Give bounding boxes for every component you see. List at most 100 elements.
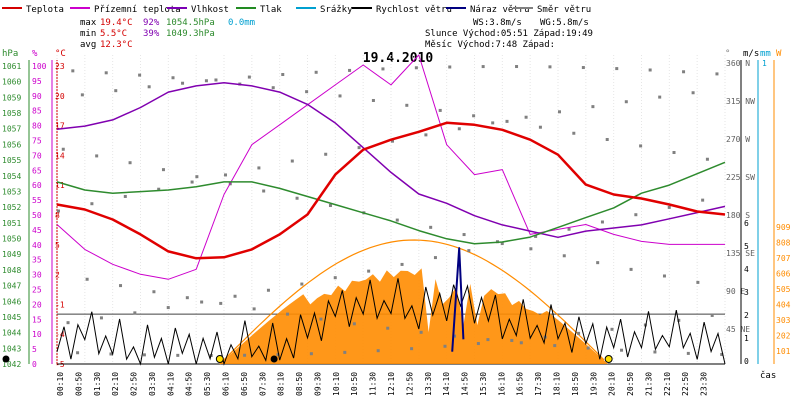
wind-direction-point: [476, 342, 480, 346]
sun-times: Slunce Východ:05:51 Západ:19:49: [425, 29, 593, 39]
wind-direction-point: [634, 213, 638, 217]
wind-direction-point: [615, 67, 619, 71]
wind-direction-point: [605, 137, 609, 141]
axis-tick-label: 35: [32, 256, 42, 265]
x-tick-label: 01:30: [93, 372, 102, 396]
legend-label: Tlak: [260, 5, 282, 15]
wind-direction-point: [481, 65, 485, 69]
min-temp: 5.5°C: [100, 29, 127, 39]
wind-direction-point: [224, 173, 227, 177]
x-tick-label: 00:50: [74, 372, 83, 396]
axis-tick-label: 0: [744, 357, 749, 366]
wind-direction-point: [414, 66, 418, 70]
pressure-line: [56, 161, 726, 245]
x-tick-label: 12:50: [405, 372, 414, 396]
axis-tick-label: 404: [776, 301, 791, 310]
axes: hPa1061106010591058105710561055105410531…: [2, 49, 791, 369]
wind-direction-point: [710, 313, 714, 317]
axis-tick-label: 270 W: [726, 135, 750, 144]
wind-direction-point: [247, 75, 251, 79]
axis-title: %: [32, 49, 38, 59]
wind-direction-point: [720, 352, 724, 356]
axis-tick-label: 45 NE: [726, 325, 750, 334]
avg-label: avg: [80, 40, 96, 50]
x-tick-label: 23:30: [700, 372, 709, 396]
axis-tick-label: 1048: [2, 266, 21, 275]
wind-direction-point: [185, 296, 189, 300]
x-tick-label: 14:10: [442, 372, 451, 396]
wind-direction-point: [457, 127, 461, 131]
wind-direction-point: [424, 133, 428, 137]
x-tick-label: 02:50: [130, 372, 139, 396]
x-tick-label: 10:50: [350, 372, 359, 396]
wind-direction-point: [166, 306, 170, 310]
wind-direction-point: [381, 67, 385, 71]
axis-tick-label: 1053: [2, 187, 21, 196]
x-tick-label: 00:10: [56, 372, 65, 396]
axis-title: °C: [55, 49, 66, 59]
moon-marker: [2, 355, 10, 363]
axis-tick-label: 50: [32, 211, 42, 220]
wind-direction-point: [95, 154, 99, 158]
ground-temp-line: [56, 54, 725, 280]
wind-direction-point: [672, 151, 676, 155]
rain-total: 0.0mm: [228, 18, 255, 28]
x-tick-label: 02:10: [111, 372, 120, 396]
axis-tick-label: 6: [744, 219, 749, 228]
wind-direction-point: [586, 346, 590, 350]
wind-direction-point: [338, 94, 342, 98]
wind-direction-point: [453, 334, 457, 338]
axis-tick-label: 25: [32, 286, 42, 295]
chart-title: 19.4.2010: [363, 51, 434, 66]
wind-direction-point: [486, 338, 490, 342]
wind-direction-point: [243, 353, 247, 357]
axis-tick-label: 45: [32, 226, 42, 235]
wind-direction-point: [66, 321, 70, 325]
wind-direction-point: [467, 249, 471, 253]
wind-direction-point: [343, 350, 347, 354]
axis-tick-label: 0: [32, 360, 37, 369]
wind-direction-point: [305, 90, 309, 94]
wind-direction-point: [71, 69, 75, 73]
x-tick-label: 06:10: [222, 372, 231, 396]
wind-direction-point: [558, 110, 561, 114]
ws-value: WS:3.8m/s: [473, 18, 522, 28]
wind-direction-point: [572, 131, 576, 135]
axis-tick-label: 101: [776, 347, 791, 356]
axis-tick-label: 1: [744, 334, 749, 343]
wind-direction-point: [328, 204, 332, 208]
wind-direction-point: [262, 189, 266, 193]
x-tick-label: 08:50: [295, 372, 304, 396]
x-tick-label: 22:10: [663, 372, 672, 396]
wind-direction-point: [57, 209, 60, 213]
wind-direction-point: [410, 347, 414, 351]
wind-direction-point: [553, 344, 557, 348]
wind-direction-point: [701, 198, 705, 202]
wind-direction-point: [696, 280, 700, 284]
wind-direction-point: [104, 71, 108, 75]
wind-direction-point: [620, 348, 624, 352]
axis-title: mm: [760, 49, 771, 59]
wind-direction-point: [438, 108, 442, 112]
wind-direction-point: [629, 267, 633, 271]
axis-tick-label: 75: [32, 137, 42, 146]
axis-tick-label: 909: [776, 223, 791, 232]
axis-title: hPa: [2, 49, 18, 59]
wind-direction-point: [400, 262, 404, 266]
wind-direction-point: [524, 115, 528, 119]
wind-direction-point: [161, 168, 165, 172]
x-tick-label: 22:50: [681, 372, 690, 396]
axis-tick-label: 1046: [2, 297, 21, 306]
moon-times: Měsíc Východ:7:48 Západ:: [425, 40, 555, 50]
wind-direction-point: [314, 70, 318, 74]
wind-direction-point: [290, 159, 294, 163]
x-tick-label: 11:30: [369, 372, 378, 396]
axis-tick-label: 60: [32, 181, 42, 190]
wind-direction-point: [538, 125, 542, 129]
wind-direction-point: [705, 157, 709, 161]
axis-tick-label: 3: [744, 288, 749, 297]
wind-direction-point: [443, 344, 447, 348]
x-axis-ticks: 00:10 00:50 01:30 02:10 02:50 03:30 04:10 04:50…: [56, 372, 709, 396]
x-tick-label: 05:30: [203, 372, 212, 396]
wind-direction-point: [505, 119, 509, 123]
